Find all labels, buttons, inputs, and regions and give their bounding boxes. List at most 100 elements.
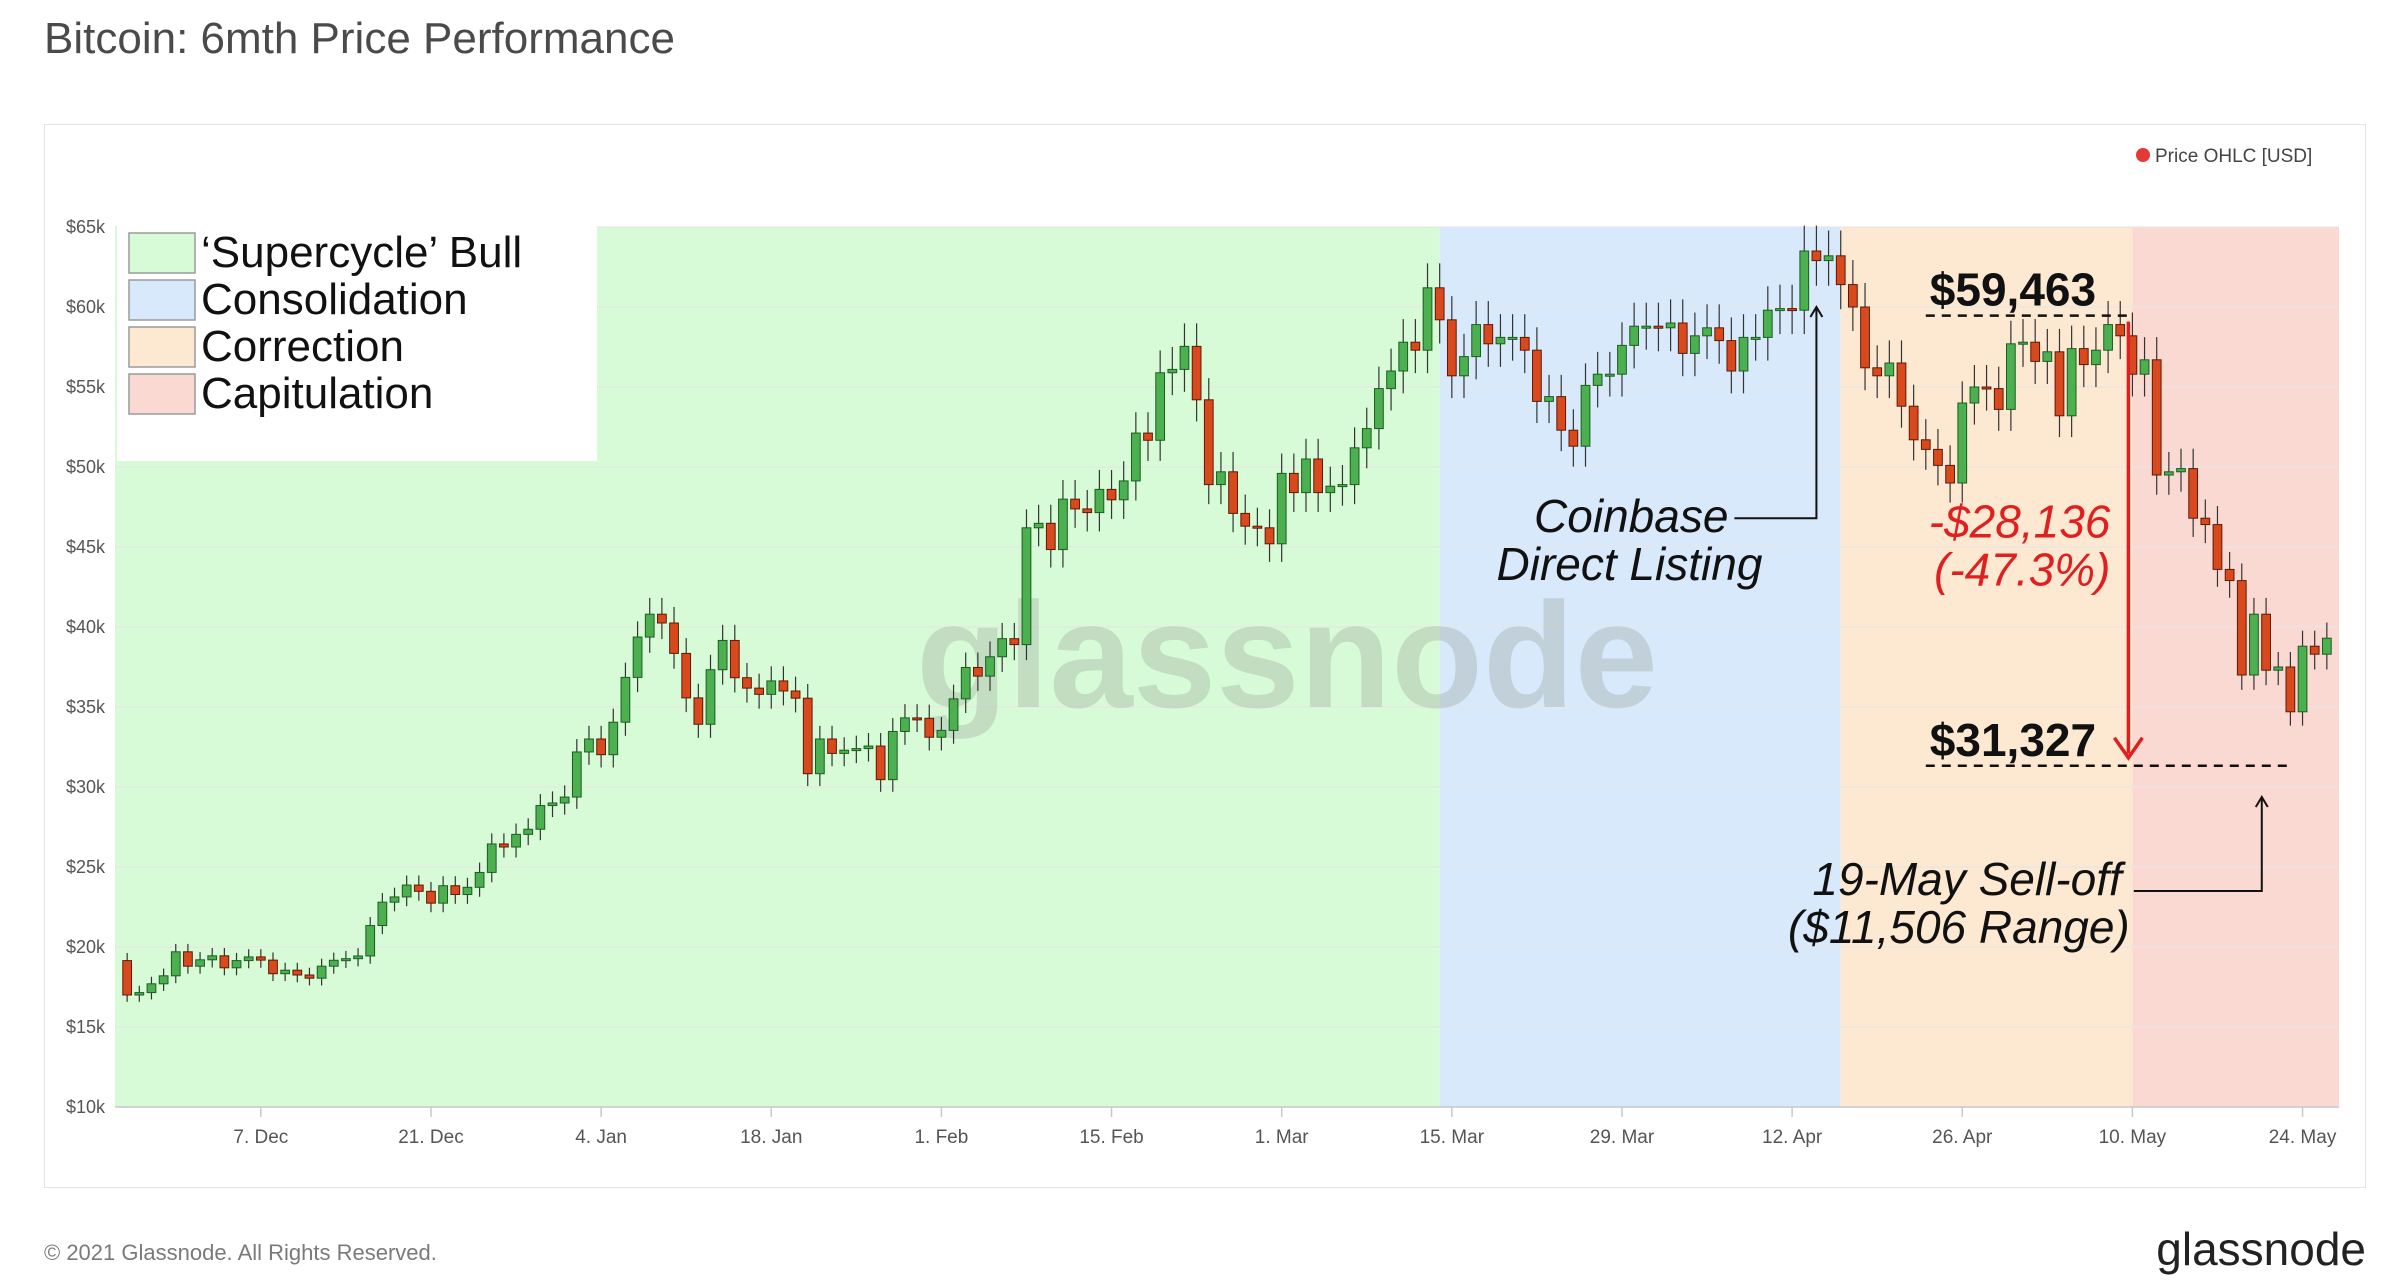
candle — [1130, 412, 1141, 501]
candle — [243, 949, 254, 969]
candle-body — [1884, 362, 1895, 377]
candle — [2273, 652, 2284, 686]
candle — [1957, 381, 1968, 503]
candle — [1519, 314, 1530, 374]
candle — [1495, 314, 1506, 367]
candle-body — [1094, 488, 1105, 514]
candle — [559, 785, 570, 815]
candle-body — [2224, 568, 2235, 582]
candle — [1446, 296, 1457, 399]
candle-body — [2018, 341, 2028, 345]
candle-body — [644, 613, 655, 638]
candle — [1276, 453, 1287, 562]
candle-body — [997, 638, 1008, 658]
candle-body — [122, 960, 133, 996]
candle — [170, 943, 181, 984]
y-tick-label: $55k — [66, 377, 106, 397]
candle — [2139, 337, 2150, 397]
candle — [1143, 412, 1153, 461]
candle-body — [1738, 336, 1749, 372]
candle-body — [1228, 471, 1238, 514]
candle-body — [681, 652, 692, 699]
candle-body — [1665, 322, 1676, 329]
candle-body — [1313, 458, 1324, 494]
candle-body — [1969, 386, 1980, 404]
y-axis-ticks: $10k $15k $20k $25k $30k $35k $40k $45k $50k $55k… — [66, 217, 106, 1117]
candle-body — [596, 738, 606, 756]
candle-body — [608, 721, 619, 756]
candle — [1993, 366, 2004, 431]
candle-body — [1556, 396, 1567, 431]
candle-body — [1677, 322, 1688, 354]
y-tick-label: $60k — [66, 297, 106, 317]
candle — [2188, 448, 2199, 537]
candle — [1507, 314, 1518, 361]
candle-body — [158, 975, 169, 985]
candle-body — [243, 956, 254, 962]
candle — [2030, 319, 2041, 385]
candle-body — [1410, 341, 1421, 351]
coinbase-label-2: Direct Listing — [1497, 538, 1763, 590]
candle-body — [1191, 345, 1202, 401]
candle — [912, 704, 922, 733]
series-legend-marker — [2136, 148, 2150, 162]
candle — [839, 737, 850, 767]
candle-body — [1325, 485, 1336, 494]
candle-body — [1957, 402, 1968, 484]
candle-body — [2321, 637, 2332, 655]
y-tick-label: $15k — [66, 1017, 106, 1037]
candle — [948, 684, 959, 744]
candle-body — [377, 901, 388, 927]
candle — [2151, 337, 2162, 495]
legend-label-0: ‘Supercycle’ Bull — [201, 228, 522, 277]
candle — [2212, 506, 2223, 587]
candle — [146, 976, 157, 1000]
candle-body — [304, 974, 315, 979]
candle-body — [2066, 348, 2077, 417]
candle-body — [1252, 525, 1263, 529]
candle-body — [316, 965, 327, 979]
candle-body — [1264, 527, 1275, 545]
candle — [2200, 499, 2211, 544]
candle — [1167, 346, 1178, 396]
legend-label-3: Capitulation — [201, 369, 433, 418]
page-title: Bitcoin: 6mth Price Performance — [44, 14, 675, 63]
candle — [1094, 469, 1105, 532]
candle-body — [1750, 336, 1761, 340]
candle — [1216, 451, 1226, 505]
legend-label-2: Correction — [201, 322, 404, 371]
candle-body — [413, 884, 424, 892]
candle-body — [2151, 359, 2162, 476]
candle-body — [1811, 250, 1822, 262]
candle — [1349, 427, 1360, 505]
candle-body — [1933, 448, 1943, 466]
candle-body — [1702, 327, 1712, 337]
selloff-label-1: 19-May Sell-off — [1812, 853, 2126, 905]
candle — [328, 952, 339, 974]
candle — [401, 875, 412, 907]
candle-body — [474, 871, 485, 888]
candle — [754, 673, 764, 709]
candle-body — [450, 885, 461, 896]
candle-body — [742, 677, 752, 689]
candle — [693, 683, 704, 738]
candle — [1009, 622, 1020, 661]
candle — [1580, 363, 1591, 467]
candle — [2018, 319, 2028, 367]
candle — [2078, 325, 2089, 388]
candle — [535, 794, 546, 841]
candle — [972, 652, 983, 691]
candle-body — [972, 666, 983, 677]
candle — [766, 666, 777, 709]
candle-body — [887, 730, 898, 781]
candle-body — [1532, 349, 1542, 402]
annotations: $59,463 $31,327 -$28,136(-47.3%) CoinbaseDi… — [1497, 264, 2291, 953]
candle — [1045, 504, 1056, 568]
candle-body — [1823, 255, 1834, 262]
candle — [365, 917, 376, 964]
candle-body — [948, 698, 959, 731]
candle — [1033, 504, 1044, 547]
candle — [1106, 469, 1117, 519]
candle — [158, 968, 169, 991]
candle — [1823, 230, 1834, 286]
